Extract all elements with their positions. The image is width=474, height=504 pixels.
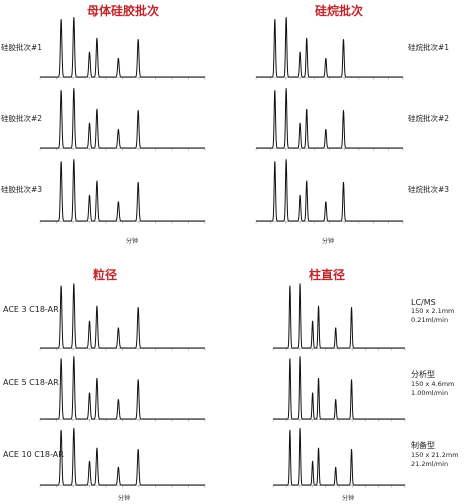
chromatogram-trace xyxy=(256,17,403,78)
chromatogram-trace xyxy=(273,427,405,486)
chromatogram-bottom-right-2 xyxy=(272,356,406,422)
column-name: LC/MS xyxy=(411,298,436,307)
column-label-lcms: LC/MS 150 x 2.1mm 0.21ml/min xyxy=(411,298,454,325)
x-axis-label-top-right: 分钟 xyxy=(321,238,335,245)
chromatogram-trace xyxy=(40,17,205,78)
column-name: 分析型 xyxy=(411,370,435,379)
column-name: 制备型 xyxy=(411,441,435,450)
column-flow: 0.21ml/min xyxy=(411,316,449,324)
column-dims: 150 x 21.2mm xyxy=(411,451,459,459)
chromatogram-trace xyxy=(273,356,405,420)
row-label-ace5: ACE 5 C18-AR xyxy=(3,378,59,387)
chromatogram-trace xyxy=(256,159,403,222)
title-bottom-left: 粒径 xyxy=(92,268,118,282)
chromatogram-trace xyxy=(273,283,405,349)
chromatogram-bottom-right-3 xyxy=(272,427,406,488)
row-label-ace3: ACE 3 C18-AR xyxy=(3,305,59,314)
chromatogram-trace xyxy=(40,427,205,486)
chromatogram-trace xyxy=(40,356,205,420)
row-label-silane-2: 硅烷批次#2 xyxy=(408,114,450,123)
x-axis-label-top-left: 分钟 xyxy=(125,238,139,245)
chromatogram-top-left-3 xyxy=(39,159,206,224)
title-top-right: 硅烷批次 xyxy=(314,4,364,18)
chromatogram-bottom-right-1 xyxy=(272,283,406,351)
chromatogram-top-right-3 xyxy=(255,159,404,224)
x-axis-label-bottom-right: 分钟 xyxy=(341,495,355,502)
row-label-silane-3: 硅烷批次#3 xyxy=(408,185,450,194)
column-dims: 150 x 4.6mm xyxy=(411,380,455,388)
column-label-prep: 制备型 150 x 21.2mm 21.2ml/min xyxy=(411,440,459,469)
chromatogram-top-left-1 xyxy=(39,17,206,80)
column-label-analytical: 分析型 150 x 4.6mm 1.00ml/min xyxy=(411,369,454,398)
chromatogram-bottom-left-1 xyxy=(39,283,206,351)
title-top-left: 母体硅胶批次 xyxy=(86,4,160,18)
title-bottom-right: 柱直径 xyxy=(308,268,346,282)
chromatogram-bottom-left-3 xyxy=(39,427,206,488)
column-flow: 1.00ml/min xyxy=(411,389,449,397)
chromatogram-trace xyxy=(256,88,403,149)
chromatogram-top-right-2 xyxy=(255,88,404,151)
row-label-silica-3: 硅胶批次#3 xyxy=(1,185,43,194)
chromatogram-top-left-2 xyxy=(39,88,206,151)
chromatogram-bottom-left-2 xyxy=(39,356,206,422)
column-dims: 150 x 2.1mm xyxy=(411,307,455,315)
chromatogram-trace xyxy=(40,159,205,222)
column-flow: 21.2ml/min xyxy=(411,460,449,468)
row-label-silica-1: 硅胶批次#1 xyxy=(1,43,43,52)
chromatogram-trace xyxy=(40,88,205,149)
chromatogram-top-right-1 xyxy=(255,17,404,80)
row-label-ace10: ACE 10 C18-AR xyxy=(3,450,64,459)
row-label-silane-1: 硅烷批次#1 xyxy=(408,43,450,52)
row-label-silica-2: 硅胶批次#2 xyxy=(1,114,43,123)
x-axis-label-bottom-left: 分钟 xyxy=(117,495,131,502)
chromatogram-trace xyxy=(40,283,205,349)
